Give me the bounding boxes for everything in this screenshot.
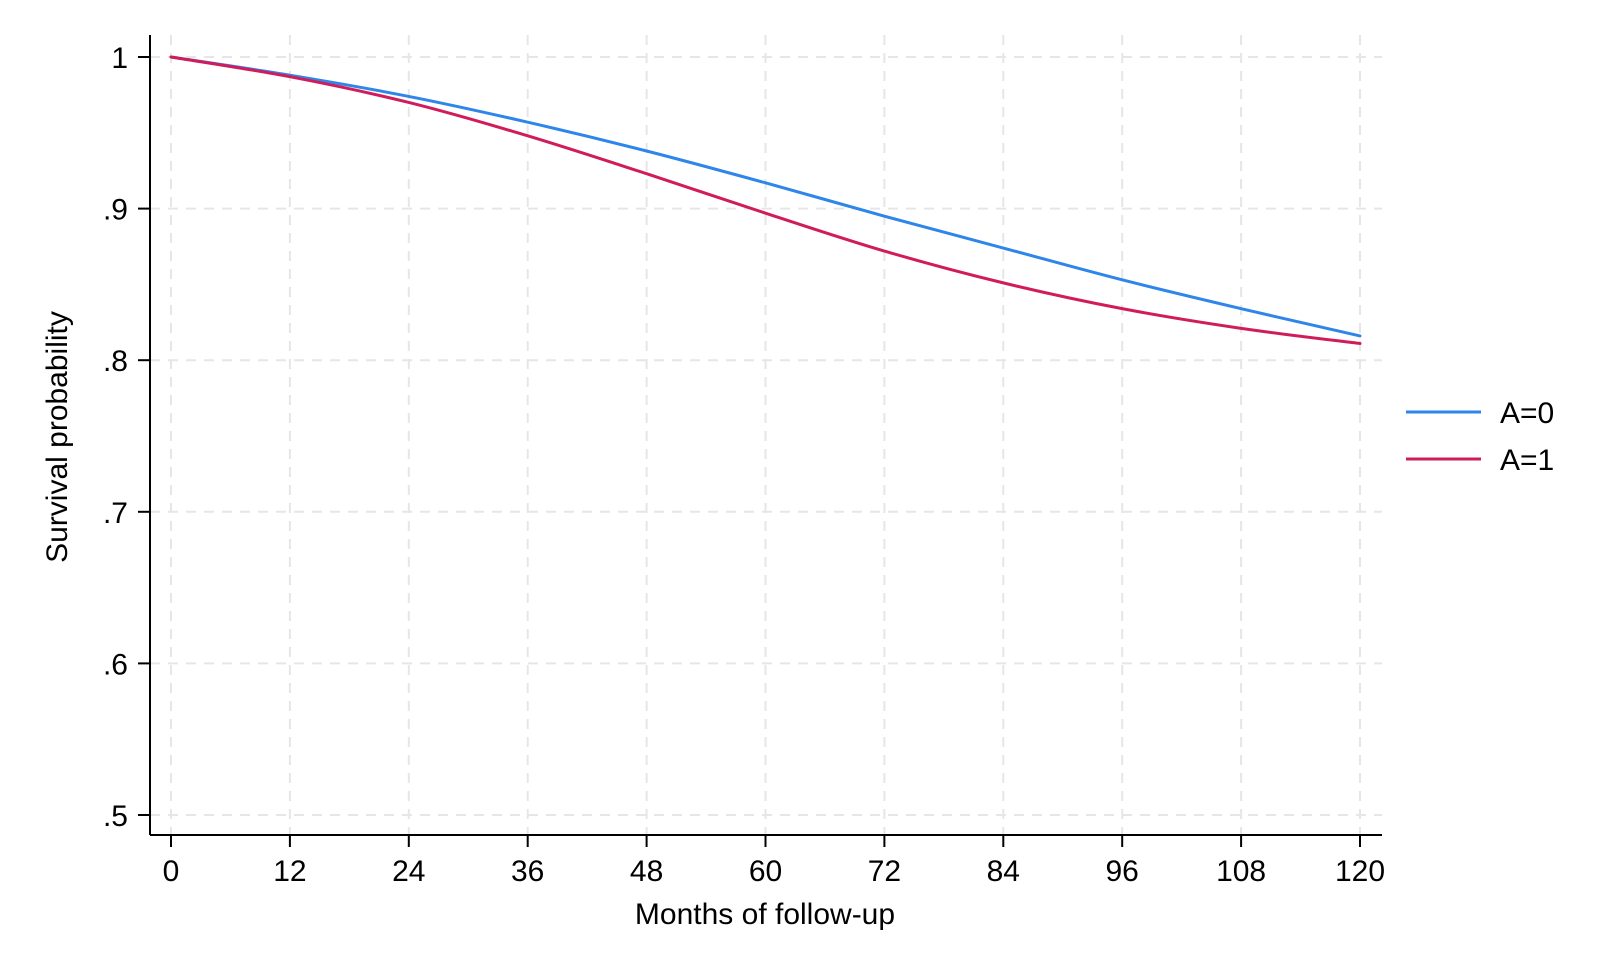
y-tick-label: .9: [103, 194, 128, 227]
series-line-a-1: [169, 55, 1362, 346]
y-tick-label: 1: [111, 42, 128, 75]
x-tick-label: 108: [1216, 855, 1266, 888]
x-tick-label: 48: [630, 855, 663, 888]
tick-layer: 0 12 24 36 48 60 72 84 96 108 120 .5 .6 .7 .8 .9 1: [103, 42, 1385, 888]
x-tick-label: 0: [163, 855, 180, 888]
series-line-a-0: [169, 55, 1362, 338]
legend-label: A=1: [1500, 444, 1554, 477]
x-tick-label: 12: [273, 855, 306, 888]
y-tick-label: .5: [103, 800, 128, 833]
y-axis-title: Survival probability: [41, 311, 74, 563]
x-axis-title: Months of follow-up: [635, 898, 895, 931]
x-tick-label: 96: [1106, 855, 1139, 888]
y-tick-label: .8: [103, 345, 128, 378]
legend: A=0A=1: [1406, 397, 1554, 477]
legend-label: A=0: [1500, 397, 1554, 430]
x-tick-label: 120: [1335, 855, 1385, 888]
x-tick-label: 36: [511, 855, 544, 888]
x-tick-label: 24: [392, 855, 425, 888]
y-tick-label: .6: [103, 648, 128, 681]
series-layer: [169, 55, 1362, 346]
x-tick-label: 84: [987, 855, 1020, 888]
x-tick-label: 60: [749, 855, 782, 888]
grid-layer: [150, 35, 1382, 835]
x-tick-label: 72: [868, 855, 901, 888]
y-tick-label: .7: [103, 497, 128, 530]
